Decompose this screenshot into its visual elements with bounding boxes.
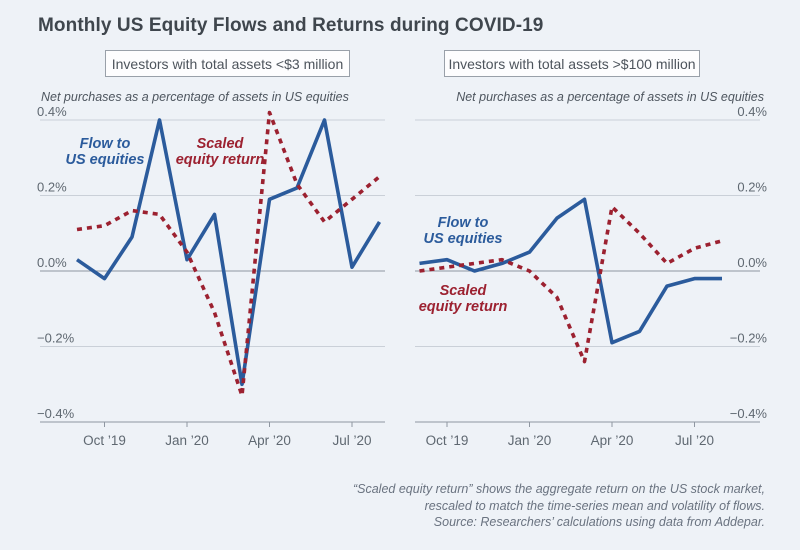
- x-tick-label: Jan ’20: [508, 433, 552, 448]
- source-note-line2: rescaled to match the time-series mean a…: [424, 498, 765, 513]
- return-label-line1: Scaled: [196, 136, 244, 152]
- x-tick-label: Apr ’20: [591, 433, 634, 448]
- return-line: [419, 205, 723, 364]
- flow-label-line1: Flow to: [79, 136, 131, 152]
- panel-header-small-investors: Investors with total assets <$3 million: [105, 50, 350, 77]
- flow-line: [419, 197, 722, 345]
- x-tick-label: Oct ’19: [426, 433, 469, 448]
- flow-label-line2: US equities: [423, 230, 503, 247]
- return-series-label-left: Scaled equity return: [155, 136, 285, 168]
- y-tick-label: −0.2%: [37, 331, 75, 346]
- y-tick-label: 0.0%: [737, 255, 767, 270]
- flow-label-line1: Flow to: [437, 215, 489, 231]
- x-tick-label: Jan ’20: [165, 433, 209, 448]
- x-tick-label: Jul ’20: [332, 433, 371, 448]
- y-tick-label: −0.2%: [730, 331, 768, 346]
- y-tick-label: 0.4%: [737, 104, 767, 119]
- source-note-line1: “Scaled equity return” shows the aggrega…: [352, 482, 765, 496]
- y-tick-label: 0.2%: [737, 180, 767, 195]
- source-note-line3: Source: Researchers’ calculations using …: [433, 515, 765, 529]
- return-series-label-right: Scaled equity return: [398, 283, 528, 315]
- return-label-line2: equity return: [418, 298, 508, 315]
- return-label-line2: equity return: [175, 151, 265, 168]
- y-tick-label: −0.4%: [730, 406, 768, 421]
- y-tick-label: 0.4%: [37, 104, 67, 119]
- flow-label-line2: US equities: [65, 151, 145, 168]
- x-tick-label: Jul ’20: [675, 433, 714, 448]
- y-tick-label: 0.2%: [37, 180, 67, 195]
- flow-series-label-right: Flow to US equities: [398, 215, 528, 247]
- return-label-line1: Scaled: [439, 283, 487, 299]
- x-tick-label: Apr ’20: [248, 433, 291, 448]
- return-line: [76, 110, 381, 398]
- y-tick-label: −0.4%: [37, 406, 75, 421]
- source-note: “Scaled equity return” shows the aggrega…: [353, 481, 765, 531]
- axis-note-left: Net purchases as a percentage of assets …: [41, 90, 349, 104]
- panel-header-large-investors: Investors with total assets >$100 millio…: [444, 50, 700, 77]
- figure-title: Monthly US Equity Flows and Returns duri…: [38, 15, 544, 36]
- y-tick-label: 0.0%: [37, 255, 67, 270]
- flow-series-label-left: Flow to US equities: [40, 136, 170, 168]
- axis-note-right: Net purchases as a percentage of assets …: [456, 90, 764, 104]
- flow-line: [75, 118, 382, 387]
- x-tick-label: Oct ’19: [83, 433, 126, 448]
